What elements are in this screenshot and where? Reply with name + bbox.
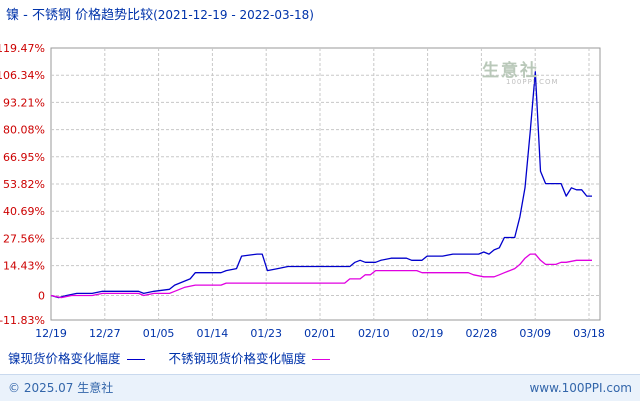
y-tick-label: 93.21% — [3, 96, 45, 109]
y-tick-label: 80.08% — [3, 124, 45, 137]
legend-label-s1: 镍现货价格变化幅度 — [8, 351, 121, 366]
x-tick-label: 01/14 — [197, 327, 229, 340]
y-tick-label: 53.82% — [3, 178, 45, 191]
chart-title: 镍 - 不锈钢 价格趋势比较(2021-12-19 - 2022-03-18) — [6, 6, 314, 24]
y-tick-label: 106.34% — [0, 69, 45, 82]
y-tick-label: 14.43% — [3, 260, 45, 273]
x-tick-label: 01/05 — [143, 327, 175, 340]
x-tick-label: 03/09 — [519, 327, 551, 340]
series-line-s2 — [50, 253, 592, 299]
watermark-sub: 100PPI.COM — [506, 78, 559, 86]
title-main: 镍 - 不锈钢 价格趋势比较 — [6, 8, 154, 23]
y-tick-label: 66.95% — [3, 151, 45, 164]
footer-copyright: © 2025.07 生意社 — [8, 381, 114, 395]
x-tick-label: 02/19 — [412, 327, 444, 340]
watermark-logo: 生意社 — [482, 61, 539, 81]
y-tick-label: 40.69% — [3, 205, 45, 218]
x-tick-label: 12/27 — [89, 327, 121, 340]
y-tick-label: -11.83% — [0, 314, 45, 327]
x-tick-label: 12/19 — [35, 327, 67, 340]
legend-swatch-s2 — [312, 358, 331, 360]
x-tick-label: 03/18 — [573, 327, 605, 340]
footer: © 2025.07 生意社 www.100PPI.com — [0, 374, 640, 401]
legend-label-s2: 不锈钢现货价格变化幅度 — [168, 351, 307, 366]
x-tick-label: 02/28 — [466, 327, 498, 340]
series-line-s1 — [50, 71, 592, 299]
x-tick-label: 01/23 — [250, 327, 282, 340]
legend-swatch-s1 — [126, 358, 145, 360]
x-tick-label: 02/10 — [358, 327, 390, 340]
footer-site[interactable]: www.100PPI.com — [529, 381, 632, 395]
y-tick-label: 0 — [38, 289, 45, 302]
title-range: (2021-12-19 - 2022-03-18) — [153, 8, 314, 22]
y-tick-label: 119.47% — [0, 42, 45, 55]
x-tick-label: 02/01 — [304, 327, 336, 340]
y-tick-label: 27.56% — [3, 232, 45, 245]
legend: 镍现货价格变化幅度 不锈钢现货价格变化幅度 — [8, 350, 338, 368]
